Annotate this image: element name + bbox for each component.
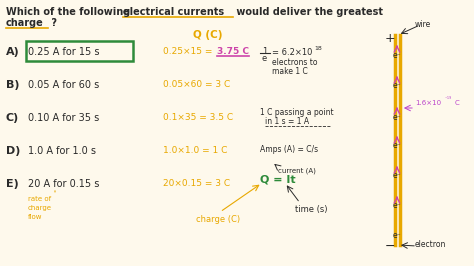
Text: would deliver the greatest: would deliver the greatest	[233, 7, 383, 17]
Text: A): A)	[6, 47, 20, 57]
Text: 1.6×10: 1.6×10	[415, 100, 441, 106]
Text: e⁻: e⁻	[392, 113, 401, 122]
Text: 1.0 A for 1.0 s: 1.0 A for 1.0 s	[28, 146, 96, 156]
Text: e⁻: e⁻	[392, 51, 401, 60]
Text: 0.25×15 =: 0.25×15 =	[163, 47, 215, 56]
Text: e: e	[262, 54, 267, 63]
Text: Q (C): Q (C)	[193, 30, 222, 40]
Text: 3.75 C: 3.75 C	[217, 47, 249, 56]
Text: time (s): time (s)	[295, 205, 328, 214]
Text: charge (C): charge (C)	[196, 215, 240, 224]
Text: ⁻¹⁹: ⁻¹⁹	[445, 97, 452, 102]
Text: make 1 C: make 1 C	[272, 67, 308, 76]
Text: Which of the following: Which of the following	[6, 7, 134, 17]
Text: electrons to: electrons to	[272, 58, 318, 67]
Text: rate of: rate of	[28, 196, 51, 202]
Text: charge: charge	[6, 18, 44, 28]
Text: electrical currents: electrical currents	[123, 7, 224, 17]
Text: B): B)	[6, 80, 19, 90]
Text: 1: 1	[262, 47, 267, 56]
Text: 1.0×1.0 = 1 C: 1.0×1.0 = 1 C	[163, 146, 228, 155]
Text: +: +	[385, 32, 396, 45]
Text: 20×0.15 = 3 C: 20×0.15 = 3 C	[163, 179, 230, 188]
Text: 0.05×60 = 3 C: 0.05×60 = 3 C	[163, 80, 230, 89]
Text: C): C)	[6, 113, 19, 123]
Text: Amps (A) = C/s: Amps (A) = C/s	[260, 145, 318, 154]
Text: 20 A for 0.15 s: 20 A for 0.15 s	[28, 179, 100, 189]
Text: e⁻: e⁻	[392, 172, 401, 181]
Text: D): D)	[6, 146, 20, 156]
Text: 0.1×35 = 3.5 C: 0.1×35 = 3.5 C	[163, 113, 233, 122]
Text: −: −	[385, 240, 395, 253]
Text: 1 C passing a point: 1 C passing a point	[260, 108, 334, 117]
Text: C: C	[455, 100, 460, 106]
Text: E): E)	[6, 179, 19, 189]
Text: Q = It: Q = It	[260, 175, 296, 185]
Text: current (A): current (A)	[278, 167, 316, 173]
Text: = 6.2×10: = 6.2×10	[272, 48, 312, 57]
Text: e⁻: e⁻	[392, 81, 401, 90]
Text: wire: wire	[415, 20, 431, 29]
Text: e⁻: e⁻	[392, 231, 401, 240]
Text: e⁻: e⁻	[392, 202, 401, 210]
Text: in 1 s = 1 A: in 1 s = 1 A	[265, 117, 309, 126]
Text: 0.25 A for 15 s: 0.25 A for 15 s	[28, 47, 100, 57]
Text: 18: 18	[314, 46, 322, 51]
Text: 0.10 A for 35 s: 0.10 A for 35 s	[28, 113, 99, 123]
Text: 0.05 A for 60 s: 0.05 A for 60 s	[28, 80, 99, 90]
Text: flow: flow	[28, 214, 43, 220]
Text: ?: ?	[48, 18, 57, 28]
Text: electron: electron	[415, 240, 447, 249]
Text: charge: charge	[28, 205, 52, 211]
Text: e⁻: e⁻	[392, 142, 401, 151]
